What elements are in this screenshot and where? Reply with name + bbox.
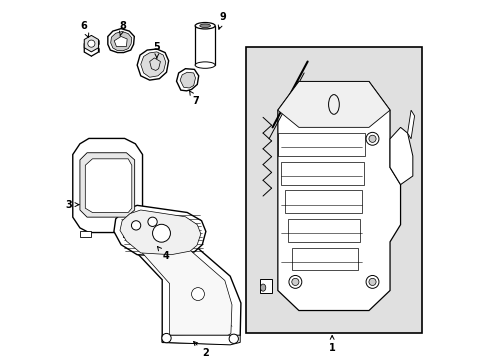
Text: 6: 6 (80, 21, 88, 37)
Polygon shape (128, 219, 241, 344)
Circle shape (147, 217, 157, 226)
Polygon shape (114, 205, 205, 256)
Polygon shape (114, 36, 127, 46)
Circle shape (162, 333, 171, 343)
Polygon shape (108, 28, 134, 53)
Text: 1: 1 (328, 336, 335, 353)
Polygon shape (110, 31, 132, 51)
Ellipse shape (200, 24, 210, 27)
Circle shape (88, 40, 95, 47)
Text: 4: 4 (157, 247, 169, 261)
Circle shape (291, 278, 298, 285)
Polygon shape (73, 139, 142, 233)
Polygon shape (180, 72, 195, 88)
Polygon shape (84, 40, 98, 56)
Polygon shape (137, 49, 168, 80)
Circle shape (191, 288, 204, 301)
Bar (260, 279, 271, 293)
Text: 5: 5 (153, 42, 160, 58)
Ellipse shape (260, 284, 265, 291)
Bar (246, 47, 421, 333)
Polygon shape (277, 82, 389, 127)
Circle shape (368, 278, 375, 285)
Circle shape (288, 275, 301, 288)
Polygon shape (277, 82, 400, 311)
Circle shape (152, 224, 170, 242)
Bar (80, 231, 90, 237)
Polygon shape (85, 159, 132, 212)
Circle shape (131, 221, 141, 230)
Text: 2: 2 (193, 342, 208, 358)
Circle shape (229, 334, 238, 343)
Text: 3: 3 (66, 200, 79, 210)
Circle shape (366, 132, 378, 145)
Text: 8: 8 (119, 21, 126, 36)
Polygon shape (141, 52, 165, 77)
Polygon shape (162, 335, 240, 345)
Polygon shape (389, 127, 412, 185)
Text: 7: 7 (189, 91, 199, 106)
Bar (195, 26, 215, 65)
Ellipse shape (195, 62, 215, 68)
Circle shape (366, 275, 378, 288)
Ellipse shape (195, 23, 215, 29)
Polygon shape (120, 210, 201, 255)
Circle shape (368, 135, 375, 142)
Polygon shape (84, 35, 98, 52)
Polygon shape (407, 110, 414, 139)
Bar (122, 231, 133, 237)
Text: 9: 9 (218, 12, 226, 29)
Polygon shape (176, 69, 198, 91)
Polygon shape (80, 153, 134, 217)
Polygon shape (138, 228, 231, 339)
